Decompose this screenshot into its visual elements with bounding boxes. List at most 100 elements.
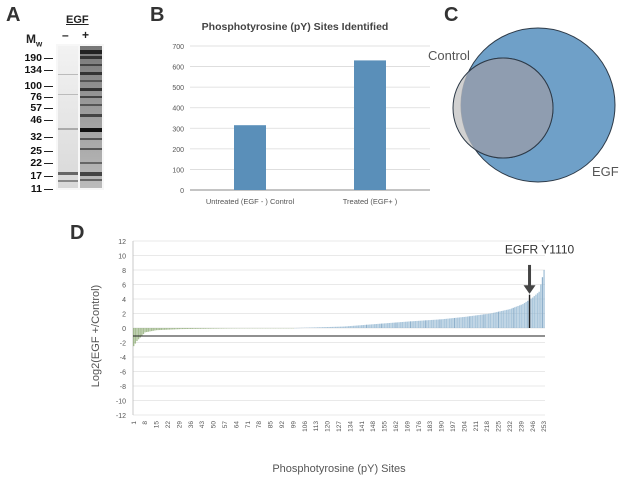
- chart-d-bar: [331, 326, 334, 328]
- chart-d-bar: [170, 328, 172, 330]
- chart-d-bar: [193, 328, 195, 329]
- chart-d-xtick: 183: [427, 421, 434, 432]
- chart-d-bar: [525, 301, 527, 328]
- chart-d-bar: [518, 305, 521, 328]
- chart-d-xtick: 169: [404, 421, 411, 432]
- chart-d-bar: [194, 328, 197, 329]
- chart-b-ytick: 400: [172, 106, 184, 113]
- gel-band-plus: [80, 179, 102, 181]
- gel-image: [56, 44, 104, 190]
- chart-d-bar: [465, 316, 467, 328]
- chart-d-bar: [326, 327, 329, 328]
- chart-d-xtick: 36: [188, 421, 195, 429]
- chart-d-bar: [444, 318, 446, 328]
- chart-d-bar: [167, 328, 169, 330]
- chart-d-bar: [481, 314, 483, 328]
- chart-d-bar: [189, 328, 192, 329]
- chart-d-bar: [317, 327, 319, 328]
- chart-d-bar: [385, 323, 387, 328]
- chart-d-bar: [442, 319, 444, 328]
- chart-d-bar: [346, 326, 348, 328]
- chart-d-bar: [377, 323, 379, 328]
- chart-b-bar: [234, 125, 266, 190]
- chart-d-bar: [509, 309, 511, 328]
- chart-b-xtick: Treated (EGF+ ): [343, 197, 398, 206]
- chart-d-xtick: 218: [484, 421, 491, 432]
- chart-d-ytick: 8: [122, 268, 126, 275]
- chart-d-bar: [349, 326, 351, 328]
- annotation-arrow-head: [523, 285, 536, 294]
- gel-band-plus: [80, 172, 102, 176]
- chart-d-bar: [137, 328, 140, 340]
- gel-band-plus: [80, 128, 102, 132]
- chart-d-xtick: 1: [131, 421, 138, 425]
- chart-d-bar: [416, 320, 418, 328]
- gel-band-plus: [80, 80, 102, 82]
- gel-band-plus: [80, 96, 102, 98]
- chart-d-xtick: 120: [325, 421, 332, 432]
- chart-d-bar: [517, 305, 519, 328]
- chart-d-bar: [382, 323, 384, 328]
- chart-d-bar: [499, 311, 501, 328]
- chart-d-bar: [352, 325, 355, 328]
- chart-d-bar: [406, 321, 408, 328]
- chart-d-bar: [447, 318, 449, 328]
- chart-d-bar: [359, 325, 361, 328]
- plus-lane-label: +: [82, 28, 90, 42]
- chart-d-bar: [502, 310, 505, 328]
- chart-d-bar: [374, 324, 376, 328]
- chart-d-xtick: 92: [279, 421, 286, 429]
- chart-d-bar: [188, 328, 190, 329]
- chart-d-bar: [206, 328, 208, 329]
- chart-b-ytick: 300: [172, 126, 184, 133]
- gel-band-plus: [80, 104, 102, 106]
- chart-d-bar: [479, 314, 482, 328]
- chart-d-bar: [520, 304, 522, 328]
- mw-marker-tick: [44, 189, 53, 190]
- chart-d-bar: [162, 328, 164, 330]
- chart-d-bar: [362, 325, 364, 328]
- chart-d-bar: [471, 315, 474, 328]
- chart-d-bar: [505, 309, 508, 328]
- chart-d-xtick: 204: [461, 421, 468, 432]
- chart-d-bar: [315, 327, 317, 328]
- chart-d-bar: [370, 324, 373, 328]
- chart-d-ytick: -4: [120, 355, 126, 362]
- chart-d-bar: [173, 328, 176, 330]
- mw-marker-tick: [44, 137, 53, 138]
- chart-d-bar: [414, 321, 417, 328]
- gel-band-plus: [80, 64, 102, 66]
- gel-band-plus: [80, 88, 102, 91]
- chart-d-bar: [141, 328, 143, 336]
- chart-d-bar: [422, 320, 425, 328]
- gel-band-plus: [80, 162, 102, 164]
- panel-letter-c: C: [444, 4, 459, 26]
- chart-d-xtick: 85: [268, 421, 275, 429]
- chart-d-bar: [160, 328, 163, 330]
- gel-band-plus: [80, 138, 102, 140]
- venn-control-label: Control: [428, 48, 470, 63]
- chart-d-xtick: 127: [336, 421, 343, 432]
- mw-marker-32: 32: [30, 131, 42, 143]
- chart-d-bar: [393, 322, 395, 328]
- chart-b-xtick: Untreated (EGF - ) Control: [206, 197, 295, 206]
- chart-d-bar: [460, 317, 462, 328]
- western-blot-panel: EGF – + Mw 190 134 100 76 57 46 32 25 22 17 11: [0, 0, 145, 200]
- chart-d-xtick: 29: [176, 421, 183, 429]
- chart-d-bar: [201, 328, 203, 329]
- chart-d-bar: [455, 317, 457, 328]
- gel-band-plus: [80, 114, 102, 117]
- chart-d-bar: [367, 324, 369, 328]
- chart-d-bar: [186, 328, 189, 329]
- chart-d-bar: [408, 321, 410, 328]
- chart-d-bar: [203, 328, 205, 329]
- chart-d-bar: [533, 296, 535, 328]
- chart-d-bar: [440, 319, 443, 328]
- chart-d-bar: [217, 328, 220, 329]
- venn-egf-label: EGF: [592, 164, 619, 179]
- chart-d-bar: [136, 328, 138, 342]
- chart-d-bar: [312, 327, 314, 328]
- chart-d-bar: [391, 322, 394, 328]
- chart-d-xtick: 253: [541, 421, 548, 432]
- chart-d-bar: [144, 328, 146, 333]
